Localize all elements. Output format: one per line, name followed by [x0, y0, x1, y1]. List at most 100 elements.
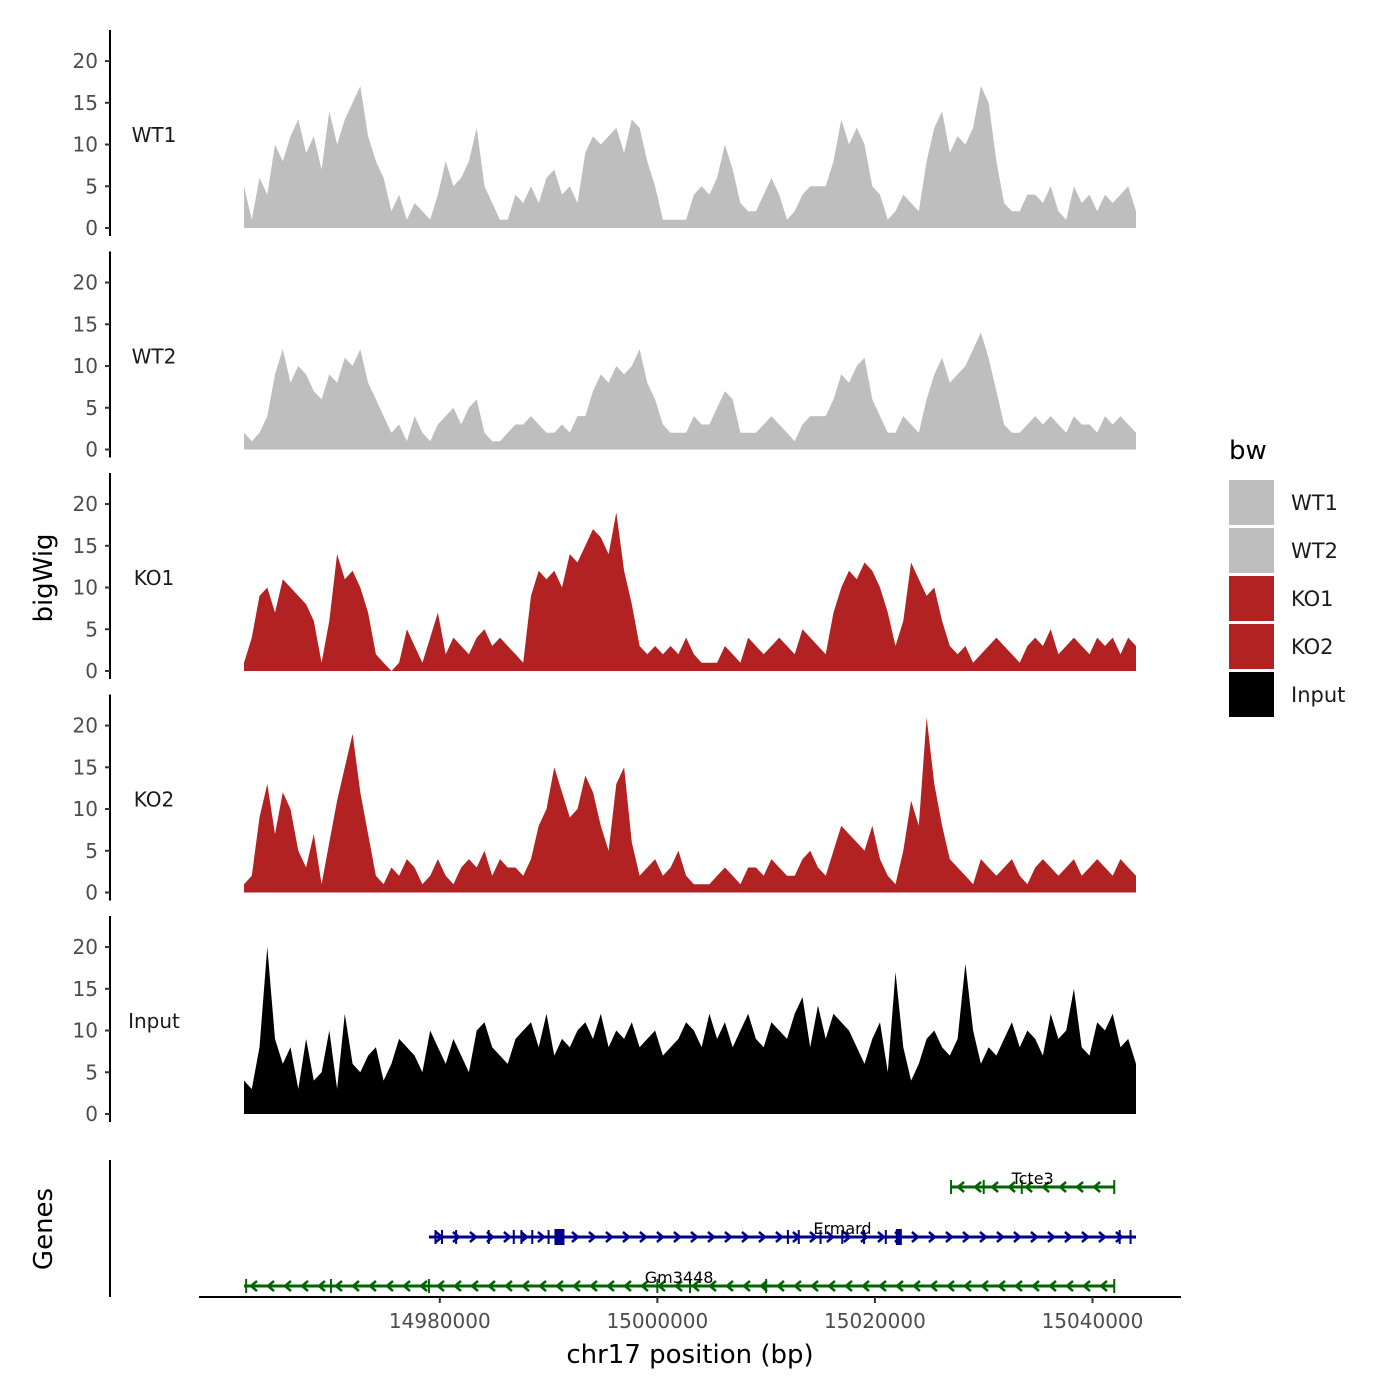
exon-box	[554, 1229, 565, 1245]
strand-arrow	[1081, 1231, 1090, 1243]
track-wt1: 0 5 10 15 20 WT1	[73, 30, 1136, 240]
track-ko2: 0 5 10 15 20 KO2	[73, 694, 1136, 905]
strand-arrow	[283, 1280, 292, 1292]
strand-arrow	[436, 1280, 445, 1292]
strand-arrow	[996, 1231, 1005, 1243]
strand-arrow	[605, 1231, 614, 1243]
signal-area-wt2	[244, 332, 1136, 450]
strand-arrow	[1047, 1231, 1056, 1243]
strand-arrow	[334, 1280, 343, 1292]
strand-arrow	[990, 1181, 999, 1193]
x-axis: 14980000 15000000 15020000 15040000	[199, 1296, 1181, 1333]
strand-arrow	[419, 1280, 428, 1292]
gene-tcte3: Tcte3	[950, 1169, 1116, 1194]
strand-arrow	[622, 1231, 631, 1243]
legend-label-wt1: WT1	[1291, 491, 1338, 515]
strand-arrow	[266, 1280, 275, 1292]
gene-panel: Tcte3 Ermard Gm3448	[109, 1160, 1136, 1297]
strand-arrow	[368, 1280, 377, 1292]
strand-arrow	[1092, 1181, 1101, 1193]
strand-arrow	[956, 1181, 965, 1193]
strand-arrow	[963, 1280, 972, 1292]
legend-label-input: Input	[1291, 683, 1345, 707]
x-axis-title: chr17 position (bp)	[566, 1340, 813, 1370]
strand-arrow	[827, 1280, 836, 1292]
strand-arrow	[775, 1231, 784, 1243]
strand-arrow	[793, 1280, 802, 1292]
x-tick-label: 15000000	[606, 1309, 708, 1333]
strand-arrow	[571, 1231, 580, 1243]
strand-arrow	[690, 1231, 699, 1243]
strand-arrow	[487, 1280, 496, 1292]
track-label-ko2: KO2	[134, 788, 175, 812]
strand-arrow	[639, 1231, 648, 1243]
x-tick-label: 15040000	[1042, 1309, 1144, 1333]
legend: bw WT1 WT2 KO1 KO2 Input	[1229, 436, 1345, 717]
y-tick-label: 5	[85, 1060, 98, 1084]
strand-arrow	[877, 1231, 886, 1243]
strand-arrow	[973, 1181, 982, 1193]
signal-area-ko2	[244, 717, 1136, 893]
strand-arrow	[1058, 1181, 1067, 1193]
strand-arrow	[640, 1280, 649, 1292]
y-tick-label: 0	[85, 216, 98, 240]
strand-arrow	[911, 1231, 920, 1243]
strand-arrow	[776, 1280, 785, 1292]
legend-label-ko2: KO2	[1291, 635, 1334, 659]
genes-axis-title: Genes	[29, 1188, 59, 1270]
strand-arrow	[724, 1231, 733, 1243]
legend-swatch-input	[1229, 672, 1274, 717]
signal-tracks: 0 5 10 15 20 WT1 0 5 10 15 20 WT2 0 5 10 15 20 KO1 0 5 10 15 2…	[73, 30, 1136, 1126]
gene-label: Tcte3	[1011, 1169, 1054, 1188]
y-tick-label: 20	[73, 935, 98, 959]
legend-title: bw	[1229, 436, 1267, 466]
strand-arrow	[503, 1231, 512, 1243]
strand-arrow	[1048, 1280, 1057, 1292]
strand-arrow	[589, 1280, 598, 1292]
signal-area-ko1	[244, 512, 1136, 671]
y-tick-label: 15	[73, 534, 98, 558]
legend-swatch-wt1	[1229, 480, 1274, 525]
strand-arrow	[1065, 1280, 1074, 1292]
strand-arrow	[504, 1280, 513, 1292]
strand-arrow	[588, 1231, 597, 1243]
strand-arrow	[521, 1280, 530, 1292]
strand-arrow	[759, 1280, 768, 1292]
track-label-ko1: KO1	[134, 566, 175, 590]
strand-arrow	[317, 1280, 326, 1292]
strand-arrow	[810, 1280, 819, 1292]
strand-arrow	[707, 1231, 716, 1243]
strand-arrow	[572, 1280, 581, 1292]
strand-arrow	[945, 1231, 954, 1243]
y-tick-label: 20	[73, 271, 98, 295]
strand-arrow	[1041, 1181, 1050, 1193]
legend-items: WT1 WT2 KO1 KO2 Input	[1229, 480, 1345, 717]
legend-label-wt2: WT2	[1291, 539, 1338, 563]
strand-arrow	[1064, 1231, 1073, 1243]
strand-arrow	[656, 1231, 665, 1243]
strand-arrow	[997, 1280, 1006, 1292]
strand-arrow	[1007, 1181, 1016, 1193]
strand-arrow	[1030, 1231, 1039, 1243]
strand-arrow	[673, 1231, 682, 1243]
strand-arrow	[725, 1280, 734, 1292]
strand-arrow	[1024, 1181, 1033, 1193]
y-tick-label: 15	[73, 977, 98, 1001]
strand-arrow	[520, 1231, 529, 1243]
strand-arrow	[606, 1280, 615, 1292]
strand-arrow	[351, 1280, 360, 1292]
strand-arrow	[385, 1280, 394, 1292]
legend-swatch-wt2	[1229, 528, 1274, 573]
strand-arrow	[980, 1280, 989, 1292]
gene-label: Gm3448	[645, 1268, 714, 1287]
exon-box	[895, 1229, 902, 1245]
strand-arrow	[809, 1231, 818, 1243]
strand-arrow	[826, 1231, 835, 1243]
strand-arrow	[402, 1280, 411, 1292]
strand-arrow	[1099, 1280, 1108, 1292]
strand-arrow	[555, 1280, 564, 1292]
strand-arrow	[708, 1280, 717, 1292]
strand-arrow	[1014, 1280, 1023, 1292]
track-label-input: Input	[128, 1009, 180, 1033]
